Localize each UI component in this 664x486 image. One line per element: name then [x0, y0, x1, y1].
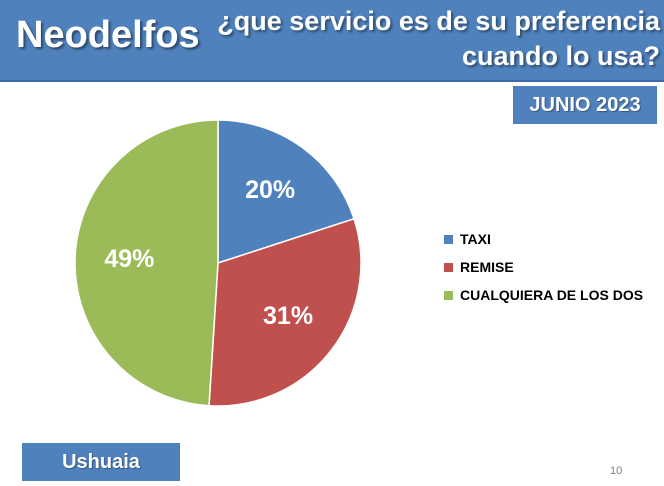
legend-swatch-cualquiera: [444, 290, 453, 300]
data-label-remise: 31%: [263, 302, 313, 330]
pie-slice-taxi: [217, 119, 355, 265]
data-label-cualquiera: 49%: [104, 245, 154, 273]
location-badge: Ushuaia: [22, 443, 180, 481]
legend-swatch-remise: [444, 262, 453, 272]
legend-item-cualquiera: CUALQUIERA DE LOS DOS: [444, 281, 643, 309]
date-badge: JUNIO 2023: [513, 86, 657, 124]
pie-slice-remise: [208, 217, 362, 407]
legend-label-cualquiera: CUALQUIERA DE LOS DOS: [460, 287, 644, 303]
legend-label-taxi: TAXI: [460, 231, 491, 247]
brand-title: Neodelfos: [16, 14, 200, 56]
pie-slice-cualquiera: [74, 119, 219, 407]
question-line-1: ¿que servicio es de su preferencia: [217, 6, 660, 36]
legend-label-remise: REMISE: [460, 259, 514, 275]
data-label-taxi: 20%: [245, 176, 295, 204]
slide-question: ¿que servicio es de su preferencia cuand…: [200, 4, 660, 74]
legend-swatch-taxi: [444, 234, 453, 244]
page-number: 10: [610, 465, 623, 477]
chart-legend: TAXI REMISE CUALQUIERA DE LOS DOS: [444, 225, 643, 309]
legend-item-taxi: TAXI: [444, 225, 643, 253]
legend-item-remise: REMISE: [444, 253, 643, 281]
question-line-2: cuando lo usa?: [461, 41, 660, 71]
title-banner: Neodelfos ¿que servicio es de su prefere…: [0, 0, 664, 82]
